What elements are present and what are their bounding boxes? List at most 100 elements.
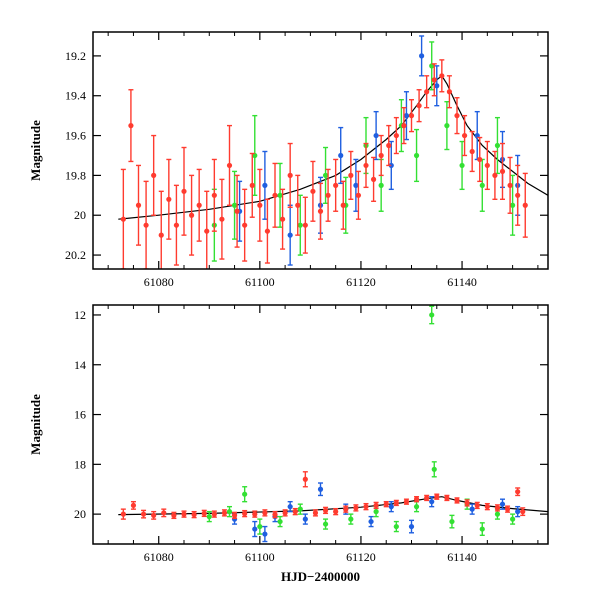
- data-point: [499, 168, 506, 175]
- data-point: [388, 504, 394, 510]
- data-point: [252, 526, 258, 532]
- data-point: [479, 526, 485, 532]
- data-point: [368, 518, 374, 525]
- y-tick-label: 19.8: [65, 168, 86, 182]
- data-point: [277, 192, 283, 198]
- data-point: [408, 523, 415, 530]
- data-point: [403, 499, 410, 505]
- data-point: [226, 162, 233, 169]
- data-point: [171, 512, 177, 518]
- data-point: [257, 202, 263, 208]
- data-point: [317, 208, 324, 214]
- data-point: [363, 504, 369, 510]
- x-tick-label: 61140: [447, 550, 477, 564]
- data-point: [151, 172, 157, 178]
- y-tick-label: 12: [74, 308, 86, 322]
- data-point: [434, 83, 440, 89]
- data-point: [408, 113, 415, 119]
- y-tick-label: 19.2: [65, 49, 86, 63]
- data-point: [413, 152, 420, 159]
- data-point: [242, 491, 248, 497]
- data-point: [515, 509, 521, 515]
- data-point: [302, 516, 308, 522]
- data-point: [204, 228, 210, 234]
- data-point: [444, 123, 450, 129]
- data-point: [449, 518, 455, 525]
- data-point: [312, 510, 319, 516]
- data-point: [297, 222, 303, 228]
- data-point: [424, 89, 430, 95]
- data-point: [459, 162, 465, 169]
- plot-frame: [92, 31, 549, 270]
- data-point: [343, 506, 349, 512]
- data-point: [431, 466, 437, 472]
- data-point: [401, 123, 407, 129]
- data-point: [161, 510, 167, 516]
- data-point: [386, 142, 392, 149]
- x-tick-label: 61080: [144, 275, 174, 289]
- data-point: [383, 501, 389, 507]
- x-tick-label: 61080: [144, 550, 174, 564]
- series-green: [206, 305, 516, 536]
- data-point: [434, 494, 440, 500]
- y-tick-label: 19.4: [65, 89, 86, 103]
- series-red: [120, 59, 528, 269]
- data-point: [515, 489, 521, 495]
- data-point: [522, 202, 528, 208]
- y-axis-label: Magnitude: [28, 394, 43, 455]
- data-point: [429, 312, 435, 318]
- data-point: [484, 162, 490, 169]
- data-point: [221, 510, 228, 516]
- data-point: [338, 152, 344, 159]
- data-point: [419, 53, 425, 59]
- data-point: [140, 511, 147, 517]
- data-point: [272, 512, 278, 518]
- y-tick-label: 20: [74, 208, 86, 222]
- y-tick-label: 14: [74, 358, 86, 372]
- data-point: [363, 162, 369, 169]
- data-point: [515, 192, 521, 198]
- x-tick-label: 61100: [245, 275, 275, 289]
- data-point: [302, 476, 308, 482]
- data-point: [219, 216, 225, 222]
- data-point: [325, 192, 331, 198]
- data-point: [191, 512, 197, 518]
- data-point: [464, 500, 470, 506]
- x-tick-label: 61120: [346, 550, 376, 564]
- bottom-panel: 61080 61100 61120 61140 12 14 16 18 20 Magnitude H…: [28, 304, 549, 584]
- data-point: [469, 506, 475, 512]
- data-point: [510, 516, 516, 522]
- data-point: [494, 505, 501, 511]
- y-tick-label: 16: [74, 408, 86, 422]
- data-point: [373, 502, 379, 509]
- data-point: [454, 113, 460, 119]
- data-point: [295, 202, 301, 208]
- data-point: [416, 103, 422, 109]
- data-point: [353, 182, 359, 188]
- data-point: [474, 502, 480, 509]
- data-point: [393, 500, 399, 506]
- x-tick-label: 61100: [245, 550, 275, 564]
- plot-frame: [92, 304, 549, 545]
- data-point: [444, 495, 450, 501]
- data-point: [262, 510, 268, 516]
- data-point: [333, 182, 339, 188]
- data-point: [231, 202, 238, 208]
- data-point: [322, 172, 329, 178]
- data-point: [234, 208, 240, 214]
- data-point: [181, 511, 187, 517]
- data-point: [431, 77, 437, 83]
- data-point: [130, 502, 137, 509]
- top-panel: 61080 61100 61120 61140 19.2 19.4 19.6 19.8 20 20…: [28, 31, 549, 289]
- data-point: [279, 216, 286, 222]
- data-point: [166, 196, 172, 202]
- data-point: [388, 162, 394, 169]
- data-point: [231, 512, 238, 518]
- data-point: [287, 232, 293, 238]
- data-point: [373, 132, 379, 139]
- series-red: [120, 471, 526, 520]
- data-point: [477, 156, 483, 163]
- data-point: [484, 504, 490, 510]
- data-point: [272, 192, 278, 198]
